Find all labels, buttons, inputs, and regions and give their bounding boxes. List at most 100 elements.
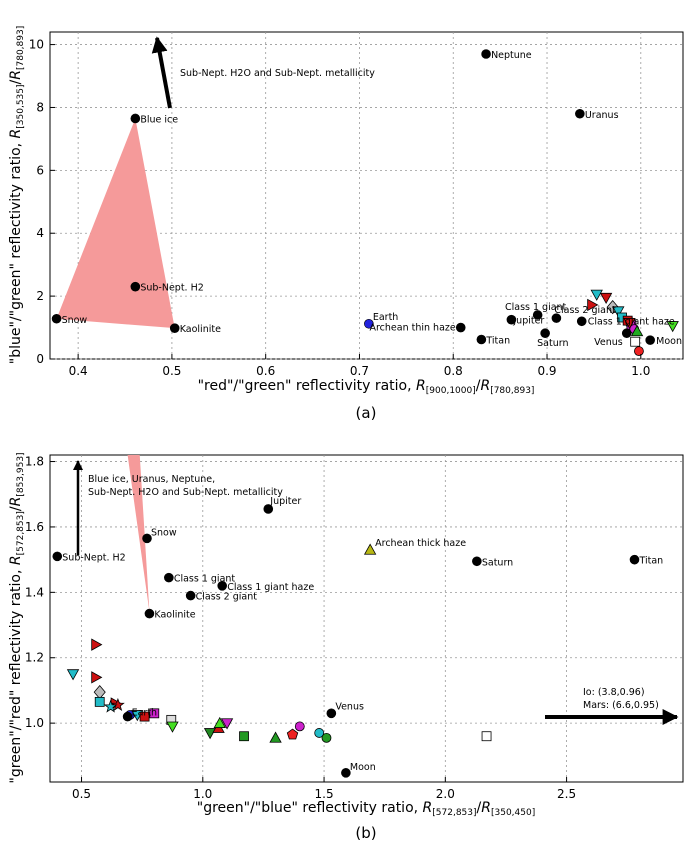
point-label: Venus [594, 337, 623, 348]
panel-b-right-note-2: Mars: (6.6,0.95) [583, 700, 659, 711]
panel-a-yticks: 0 2 4 6 8 10 [29, 38, 55, 366]
y-tick-label: 4 [36, 226, 44, 240]
y-tick-label: 0 [36, 352, 44, 366]
panel-a-xlabel: "red"/"green" reflectivity ratio, R[900,… [198, 378, 535, 396]
panel-a-triangle [56, 118, 175, 329]
marker-circle [634, 346, 644, 357]
labeled-point-marker [122, 711, 133, 722]
point-label: Earth [132, 708, 157, 719]
point-label: Class 1 giant [505, 302, 567, 313]
marker-star [111, 697, 125, 712]
marker-tri-down [203, 728, 217, 740]
panel-a-ylabel: "blue"/"green" reflectivity ratio, R[350… [8, 26, 26, 364]
panel-b-arrows: Blue ice, Uranus, Neptune, Sub-Nept. H2O… [73, 460, 679, 725]
labeled-point-marker [217, 580, 227, 591]
panel-b-up-note-2: Sub-Nept. H2O and Sub-Nept. metallicity [88, 487, 283, 498]
point-label: Saturn [482, 557, 513, 568]
marker-square [481, 731, 492, 742]
x-tick-label: 1.5 [315, 787, 334, 801]
panel-b-right-note-1: Io: (3.8,0.96) [583, 687, 645, 698]
point-label: Kaolinite [154, 610, 195, 621]
panel-b-up-note-1: Blue ice, Uranus, Neptune, [88, 474, 215, 485]
labeled-point-marker [363, 543, 377, 555]
labeled-point-marker [551, 313, 562, 323]
point-label: Neptune [491, 50, 532, 61]
x-tick-label: 0.7 [350, 364, 369, 378]
y-tick-label: 8 [36, 100, 44, 114]
labeled-point-marker [52, 551, 63, 562]
x-tick-label: 0.9 [537, 364, 556, 378]
point-label: Class 1 giant haze [588, 316, 675, 327]
labeled-point-marker [144, 608, 155, 619]
point-label: Sub-Nept. H2 [62, 552, 125, 563]
labeled-point-marker [51, 313, 62, 324]
point-label: Class 2 giant [554, 305, 616, 316]
point-label: Venus [335, 701, 364, 712]
marker-square [630, 336, 641, 347]
labeled-point-marker [532, 310, 543, 320]
labeled-point-marker [540, 328, 550, 339]
panel-b-xlabel: "green"/"blue" reflectivity ratio, R[572… [197, 800, 535, 818]
marker-tri-right [91, 671, 103, 684]
marker-circle [294, 721, 305, 732]
y-tick-label: 10 [29, 38, 44, 52]
marker-tri-down [220, 718, 234, 730]
marker-pentagon [286, 728, 299, 740]
point-label: Class 2 giant [196, 592, 258, 603]
marker-square [139, 711, 150, 722]
point-label: Snow [151, 527, 177, 538]
panel-a-arrow-note: Sub-Nept. H2O and Sub-Nept. metallicity [180, 68, 375, 79]
point-label: Archean thin haze [369, 323, 455, 334]
x-tick-label: 0.6 [256, 364, 275, 378]
labeled-point-marker [263, 504, 274, 514]
labeled-point-marker [364, 318, 374, 329]
marker-square [239, 731, 249, 742]
point-label: Kaolinite [180, 324, 221, 335]
panel-b-ylabel: "green"/"red" reflectivity ratio, R[572,… [8, 452, 26, 783]
x-tick-label: 2.5 [557, 787, 576, 801]
y-tick-label: 1.6 [25, 520, 44, 534]
x-tick-label: 0.5 [72, 787, 91, 801]
y-tick-label: 6 [36, 163, 44, 177]
labeled-point-marker [169, 323, 180, 333]
point-label: Moon [350, 762, 376, 773]
labeled-point-marker [185, 590, 196, 601]
point-label: Titan [485, 336, 510, 347]
point-label: Archean thick haze [375, 538, 466, 549]
point-label: Uranus [585, 110, 619, 121]
point-label: Earth [373, 312, 398, 323]
panel-a: Sub-Nept. H2O and Sub-Nept. metallicity … [8, 26, 684, 422]
y-tick-label: 2 [36, 289, 44, 303]
marker-square [94, 696, 105, 707]
point-label: Sub-Nept. H2 [140, 283, 203, 294]
panel-b-marks: Archean thick haze Jupiter Snow Sub-Nept. H… [52, 496, 663, 778]
marker-tri-up [269, 731, 282, 743]
panel-b-wedge [127, 455, 150, 612]
marker-tri-down [612, 306, 625, 318]
labeled-point-marker [645, 335, 655, 345]
labeled-point-marker [142, 533, 152, 544]
marker-tri-up [630, 325, 644, 337]
panel-a-marks: Neptune Uranus Blue ice Sub-Nept. H2 Snow Kao… [51, 49, 682, 357]
marker-tri-down [590, 289, 603, 301]
x-tick-label: 1.0 [193, 787, 212, 801]
marker-square [149, 708, 160, 719]
panel-a-arrow: Sub-Nept. H2O and Sub-Nept. metallicity [151, 36, 375, 109]
marker-tri-down [666, 321, 679, 333]
labeled-point-marker [164, 572, 174, 583]
labeled-point-marker [576, 316, 587, 327]
y-tick-label: 1.0 [25, 716, 44, 730]
y-tick-label: 1.4 [25, 585, 44, 599]
panel-b-grid [50, 455, 683, 782]
marker-star [103, 699, 118, 713]
labeled-point-marker [481, 49, 491, 59]
labeled-point-marker [472, 556, 482, 567]
labeled-point-marker [476, 334, 487, 345]
point-label: Moon [656, 336, 682, 347]
labeled-point-marker [326, 708, 337, 719]
marker-tri-down [66, 669, 80, 681]
x-tick-label: 0.4 [69, 364, 88, 378]
panel-a-up-arrow [151, 36, 172, 109]
x-tick-label: 2.0 [436, 787, 455, 801]
labeled-point-marker [621, 328, 632, 339]
